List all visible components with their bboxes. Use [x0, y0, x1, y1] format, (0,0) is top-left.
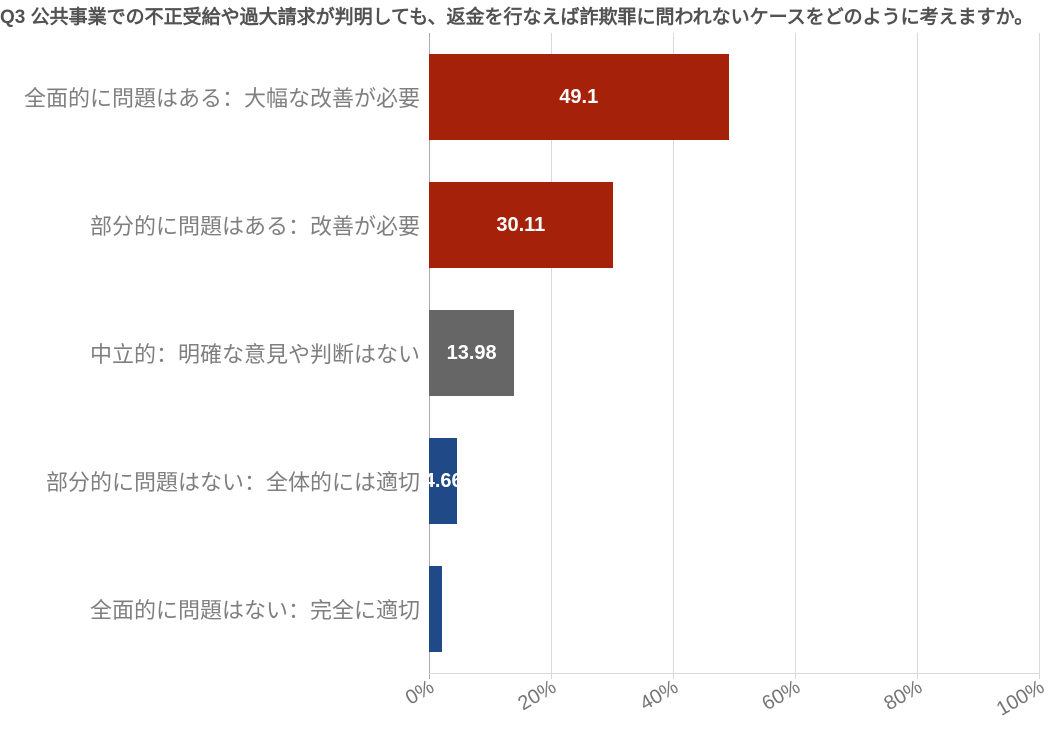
x-axis-line — [429, 673, 1039, 674]
bar-value-label: 30.11 — [496, 213, 546, 236]
x-tick-label: 60% — [758, 676, 804, 716]
bar-value-label: 49.1 — [559, 85, 599, 108]
x-tick-label: 100% — [992, 676, 1048, 721]
x-tick-label: 40% — [636, 676, 682, 716]
bar-partially-problematic: 30.11 — [429, 182, 613, 268]
x-tick-label: 80% — [880, 676, 926, 716]
gridline-20pct — [550, 33, 552, 679]
gridline-60pct — [794, 33, 796, 679]
gridline-100pct — [1038, 33, 1040, 679]
x-tick-label: 0% — [401, 676, 438, 710]
x-tick-label: 20% — [514, 676, 560, 716]
bar-fully-appropriate — [429, 566, 443, 652]
bar-value-label: 4.66 — [429, 469, 458, 492]
category-label: 部分的に問題はない：全体的には適切 — [45, 470, 420, 495]
bar-partially-appropriate: 4.66 — [429, 438, 458, 524]
chart-title: Q3 公共事業での不正受給や過大請求が判明しても、返金を行なえば詐欺罪に問われな… — [0, 7, 1034, 28]
category-label: 中立的：明確な意見や判断はない — [89, 342, 420, 367]
gridline-80pct — [916, 33, 918, 679]
category-label: 部分的に問題はある：改善が必要 — [89, 214, 420, 239]
bar-fully-problematic: 49.1 — [429, 54, 729, 140]
category-label: 全面的に問題はある：大幅な改善が必要 — [23, 86, 420, 111]
bar-value-label: 13.98 — [446, 341, 497, 364]
category-label: 全面的に問題はない：完全に適切 — [89, 598, 420, 623]
bar-neutral: 13.98 — [429, 310, 515, 396]
gridline-40pct — [672, 33, 674, 679]
